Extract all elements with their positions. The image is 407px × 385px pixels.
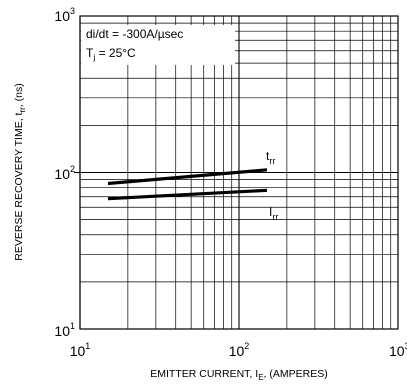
series-label-irr-name: I (269, 205, 272, 219)
y-tick-base: 10 (54, 8, 70, 24)
condition-tj: Tj = 25°C (86, 46, 136, 62)
y-tick-base: 10 (54, 323, 70, 339)
series-line-trr (107, 168, 268, 186)
y-tick-exp: 2 (70, 164, 75, 174)
x-tick-label-1000: 103 (389, 341, 407, 359)
x-tick-exp: 3 (405, 341, 407, 351)
x-axis-title-prefix: EMITTER CURRENT, I (150, 368, 258, 380)
y-axis-title-prefix: REVERSE RECOVERY TIME, t (13, 112, 25, 260)
y-axis-title-sub: rr (18, 107, 27, 113)
y-tick-exp: 1 (70, 321, 75, 331)
condition-tj-suffix: = 25°C (95, 46, 136, 60)
series-label-irr-sub: rr (272, 212, 278, 222)
x-tick-exp: 2 (244, 341, 249, 351)
x-tick-base: 10 (229, 343, 245, 359)
x-axis-title-sub: E (258, 373, 263, 382)
series-label-trr-sub: rr (269, 156, 275, 166)
y-tick-label-10: 101 (54, 321, 75, 339)
x-tick-base: 10 (389, 343, 405, 359)
condition-di-dt: di/dt = -300A/µsec (86, 27, 183, 41)
y-tick-exp: 3 (70, 6, 75, 16)
series-line-irr (107, 188, 268, 201)
x-tick-exp: 1 (85, 341, 90, 351)
x-tick-base: 10 (70, 343, 86, 359)
grid (74, 16, 398, 330)
y-tick-base: 10 (54, 166, 70, 182)
conditions-box: di/dt = -300A/µsec Tj = 25°C (81, 25, 235, 65)
y-tick-label-1000: 103 (54, 6, 75, 24)
series-label-trr: trr (266, 149, 275, 166)
x-tick-label-100: 102 (229, 341, 250, 359)
series-layer (107, 168, 268, 201)
plot-frame (79, 15, 399, 330)
series-label-irr: Irr (269, 205, 278, 222)
y-tick-label-100: 102 (54, 164, 75, 182)
condition-tj-sub: j (92, 52, 95, 62)
x-axis-title-suffix: , (AMPERES) (264, 368, 328, 380)
y-axis-title: REVERSE RECOVERY TIME, trr, (ns) (13, 83, 27, 260)
y-axis-title-suffix: , (ns) (13, 83, 25, 107)
series-label-trr-name: t (266, 149, 270, 163)
conditions-background (81, 25, 235, 65)
condition-tj-prefix: T (86, 46, 94, 60)
x-axis-title: EMITTER CURRENT, IE, (AMPERES) (150, 368, 327, 382)
x-tick-label-10: 101 (70, 341, 91, 359)
